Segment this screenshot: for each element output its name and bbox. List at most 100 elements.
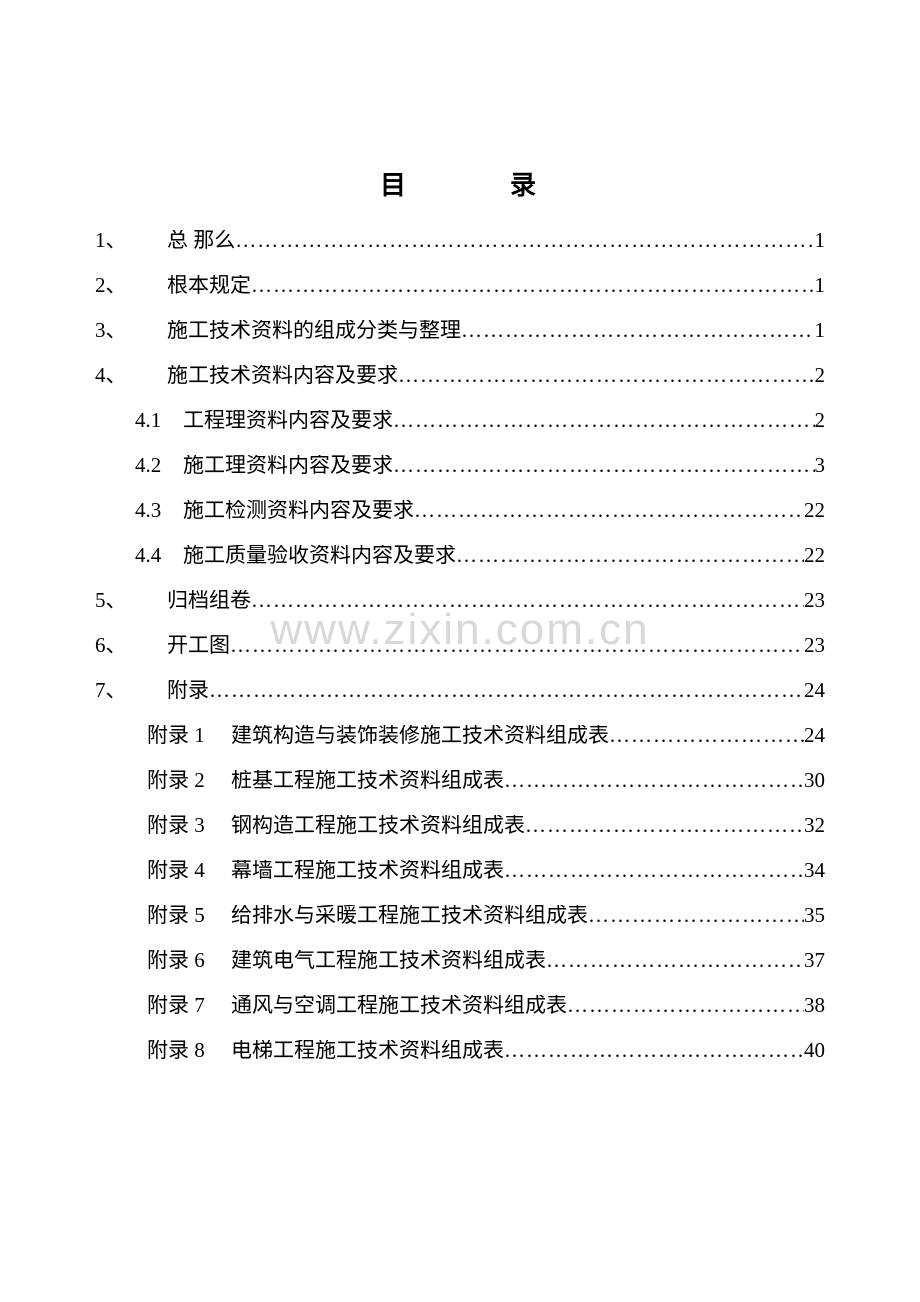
toc-entry: 2、根本规定……………………………………………………………………………………………: [95, 275, 825, 296]
toc-entry: 附录 6建筑电气工程施工技术资料组成表…………………………………………………………: [95, 950, 825, 971]
entry-dots: ……………………………………………………………………………………………………………: [525, 815, 804, 836]
entry-dots: ……………………………………………………………………………………………………………: [504, 1040, 804, 1061]
entry-label: 附录: [167, 680, 209, 701]
entry-dots: ……………………………………………………………………………………………………………: [609, 725, 804, 746]
entry-number: 4.3: [135, 500, 183, 521]
entry-page: 22: [804, 500, 825, 521]
entry-page: 23: [804, 590, 825, 611]
entry-label: 给排水与采暖工程施工技术资料组成表: [231, 905, 588, 926]
entry-label: 桩基工程施工技术资料组成表: [231, 770, 504, 791]
entry-page: 34: [804, 860, 825, 881]
entry-label: 总 那么: [167, 230, 235, 251]
entry-page: 30: [804, 770, 825, 791]
toc-content: 目录 1、总 那么……………………………………………………………………………………: [95, 165, 825, 1061]
title-left: 目: [380, 171, 410, 200]
entry-dots: ……………………………………………………………………………………………………………: [567, 995, 804, 1016]
entry-label: 建筑电气工程施工技术资料组成表: [231, 950, 546, 971]
toc-entry: 3、施工技术资料的组成分类与整理…………………………………………………………………: [95, 320, 825, 341]
toc-entry: 附录 5给排水与采暖工程施工技术资料组成表……………………………………………………: [95, 905, 825, 926]
entry-label: 电梯工程施工技术资料组成表: [231, 1040, 504, 1061]
entry-page: 24: [804, 680, 825, 701]
toc-entry: 附录 1建筑构造与装饰装修施工技术资料组成表…………………………………………………: [95, 725, 825, 746]
entry-number: 附录 8: [147, 1040, 231, 1061]
entry-number: 附录 4: [147, 860, 231, 881]
entry-label: 通风与空调工程施工技术资料组成表: [231, 995, 567, 1016]
toc-entry: 4.2施工理资料内容及要求…………………………………………………………………………: [95, 455, 825, 476]
entry-number: 5、: [95, 590, 167, 611]
entry-label: 施工检测资料内容及要求: [183, 500, 414, 521]
entry-number: 附录 5: [147, 905, 231, 926]
entry-page: 40: [804, 1040, 825, 1061]
toc-entry: 附录 3钢构造工程施工技术资料组成表……………………………………………………………: [95, 815, 825, 836]
toc-entry: 附录 8电梯工程施工技术资料组成表………………………………………………………………: [95, 1040, 825, 1061]
entry-number: 4.4: [135, 545, 183, 566]
entry-number: 2、: [95, 275, 167, 296]
entry-dots: ……………………………………………………………………………………………………………: [414, 500, 804, 521]
toc-entry: 附录 2桩基工程施工技术资料组成表………………………………………………………………: [95, 770, 825, 791]
entry-number: 附录 2: [147, 770, 231, 791]
entry-page: 35: [804, 905, 825, 926]
toc-entry: 附录 4幕墙工程施工技术资料组成表………………………………………………………………: [95, 860, 825, 881]
toc-entry: 4.3施工检测资料内容及要求………………………………………………………………………: [95, 500, 825, 521]
entry-dots: ……………………………………………………………………………………………………………: [456, 545, 804, 566]
toc-entry: 4.4施工质量验收资料内容及要求…………………………………………………………………: [95, 545, 825, 566]
entry-dots: ……………………………………………………………………………………………………………: [393, 455, 815, 476]
entry-page: 1: [815, 230, 826, 251]
toc-entry: 5、归档组卷……………………………………………………………………………………………: [95, 590, 825, 611]
entry-number: 1、: [95, 230, 167, 251]
entry-dots: ……………………………………………………………………………………………………………: [504, 860, 804, 881]
entry-label: 幕墙工程施工技术资料组成表: [231, 860, 504, 881]
entry-dots: ……………………………………………………………………………………………………………: [230, 635, 804, 656]
toc-entry: 7、附录…………………………………………………………………………………………………: [95, 680, 825, 701]
entry-page: 1: [815, 275, 826, 296]
toc-entry: 4.1工程理资料内容及要求…………………………………………………………………………: [95, 410, 825, 431]
entry-page: 2: [815, 410, 826, 431]
entry-page: 1: [815, 320, 826, 341]
entry-dots: ……………………………………………………………………………………………………………: [588, 905, 804, 926]
entry-label: 施工技术资料的组成分类与整理: [167, 320, 461, 341]
entry-label: 开工图: [167, 635, 230, 656]
entry-dots: ……………………………………………………………………………………………………………: [251, 590, 804, 611]
entry-page: 2: [815, 365, 826, 386]
title-right: 录: [510, 171, 540, 200]
toc-entry: 6、开工图………………………………………………………………………………………………: [95, 635, 825, 656]
entry-page: 24: [804, 725, 825, 746]
entry-page: 38: [804, 995, 825, 1016]
entry-number: 附录 3: [147, 815, 231, 836]
entry-label: 施工理资料内容及要求: [183, 455, 393, 476]
entry-page: 3: [815, 455, 826, 476]
entry-number: 4.1: [135, 410, 183, 431]
entry-label: 建筑构造与装饰装修施工技术资料组成表: [231, 725, 609, 746]
entry-dots: ……………………………………………………………………………………………………………: [546, 950, 804, 971]
entry-label: 工程理资料内容及要求: [183, 410, 393, 431]
entry-label: 钢构造工程施工技术资料组成表: [231, 815, 525, 836]
entry-number: 4、: [95, 365, 167, 386]
entry-number: 6、: [95, 635, 167, 656]
entry-dots: ……………………………………………………………………………………………………………: [461, 320, 815, 341]
entry-number: 3、: [95, 320, 167, 341]
entry-dots: ……………………………………………………………………………………………………………: [504, 770, 804, 791]
entry-label: 施工技术资料内容及要求: [167, 365, 398, 386]
entry-number: 4.2: [135, 455, 183, 476]
entry-number: 附录 7: [147, 995, 231, 1016]
entry-page: 23: [804, 635, 825, 656]
entry-page: 22: [804, 545, 825, 566]
toc-list: 1、总 那么……………………………………………………………………………………………: [95, 230, 825, 1061]
entry-dots: ……………………………………………………………………………………………………………: [251, 275, 815, 296]
toc-entry: 附录 7通风与空调工程施工技术资料组成表………………………………………………………: [95, 995, 825, 1016]
entry-label: 根本规定: [167, 275, 251, 296]
entry-label: 施工质量验收资料内容及要求: [183, 545, 456, 566]
entry-dots: ……………………………………………………………………………………………………………: [393, 410, 815, 431]
entry-number: 附录 1: [147, 725, 231, 746]
toc-entry: 1、总 那么……………………………………………………………………………………………: [95, 230, 825, 251]
entry-dots: ……………………………………………………………………………………………………………: [398, 365, 815, 386]
entry-page: 37: [804, 950, 825, 971]
entry-label: 归档组卷: [167, 590, 251, 611]
entry-dots: ……………………………………………………………………………………………………………: [209, 680, 804, 701]
entry-number: 附录 6: [147, 950, 231, 971]
toc-entry: 4、施工技术资料内容及要求…………………………………………………………………………: [95, 365, 825, 386]
entry-page: 32: [804, 815, 825, 836]
entry-number: 7、: [95, 680, 167, 701]
entry-dots: ……………………………………………………………………………………………………………: [235, 230, 814, 251]
toc-title: 目录: [95, 165, 825, 202]
